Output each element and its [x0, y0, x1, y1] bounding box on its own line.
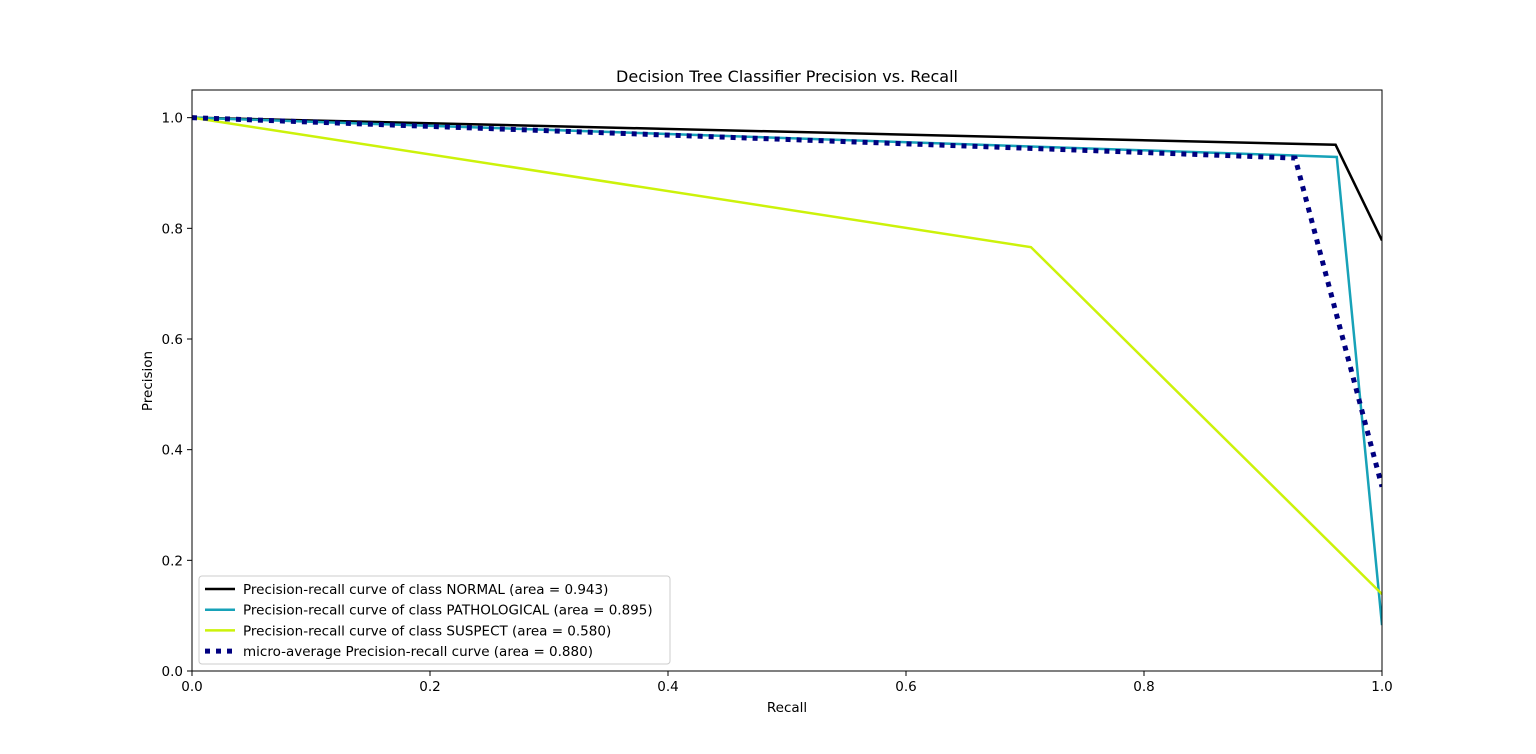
series-group — [192, 115, 1382, 626]
x-tick-label-5: 1.0 — [1371, 679, 1392, 695]
y-tick-label-4: 0.8 — [162, 221, 183, 237]
x-tick-label-2: 0.4 — [657, 679, 678, 695]
legend-box — [198, 575, 671, 665]
x-tick-label-0: 0.0 — [181, 679, 202, 695]
legend-label-2: Precision-recall curve of class SUSPECT … — [243, 623, 611, 639]
legend-label-3: micro-average Precision-recall curve (ar… — [243, 644, 593, 660]
legend-label-0: Precision-recall curve of class NORMAL (… — [243, 582, 608, 598]
y-tick-label-2: 0.4 — [162, 443, 183, 459]
y-tick-label-5: 1.0 — [162, 111, 183, 127]
series-line-0 — [192, 116, 1382, 242]
x-tick-label-3: 0.6 — [895, 679, 916, 695]
plot-area: 0.0 0.2 0.4 0.6 0.8 1.0 0.0 0.2 0.4 0.6 0.8 1.0 — [162, 89, 1393, 695]
y-tick-label-3: 0.6 — [162, 332, 183, 348]
series-line-1 — [192, 116, 1382, 626]
x-axis-label: Recall — [767, 700, 807, 716]
legend-label-1: Precision-recall curve of class PATHOLOG… — [243, 603, 653, 619]
axes-frame — [191, 89, 1383, 672]
y-axis-label: Precision — [140, 351, 156, 411]
legend: Precision-recall curve of class NORMAL (… — [198, 575, 671, 665]
chart-title: Decision Tree Classifier Precision vs. R… — [616, 67, 958, 86]
x-tick-label-4: 0.8 — [1133, 679, 1154, 695]
y-tick-label-1: 0.2 — [162, 553, 183, 569]
y-tick-label-0: 0.0 — [162, 664, 183, 680]
series-line-3 — [192, 115, 1382, 488]
series-line-2 — [192, 116, 1382, 595]
x-tick-label-1: 0.2 — [419, 679, 440, 695]
